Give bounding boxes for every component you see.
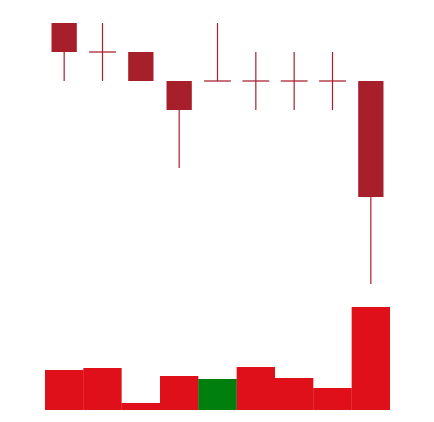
volume-bar bbox=[351, 307, 390, 410]
volume-bar bbox=[121, 403, 160, 410]
volume-bar bbox=[83, 368, 122, 410]
candle-body bbox=[51, 23, 77, 52]
volume-bar bbox=[198, 379, 237, 410]
volume-bar bbox=[160, 376, 199, 410]
volume-bar bbox=[313, 388, 352, 410]
candle-body bbox=[358, 81, 384, 197]
candle-body bbox=[166, 81, 192, 110]
volume-bar bbox=[275, 378, 314, 410]
candle-body bbox=[128, 52, 154, 81]
volume-bar bbox=[45, 370, 84, 410]
volume-bar bbox=[236, 367, 275, 410]
